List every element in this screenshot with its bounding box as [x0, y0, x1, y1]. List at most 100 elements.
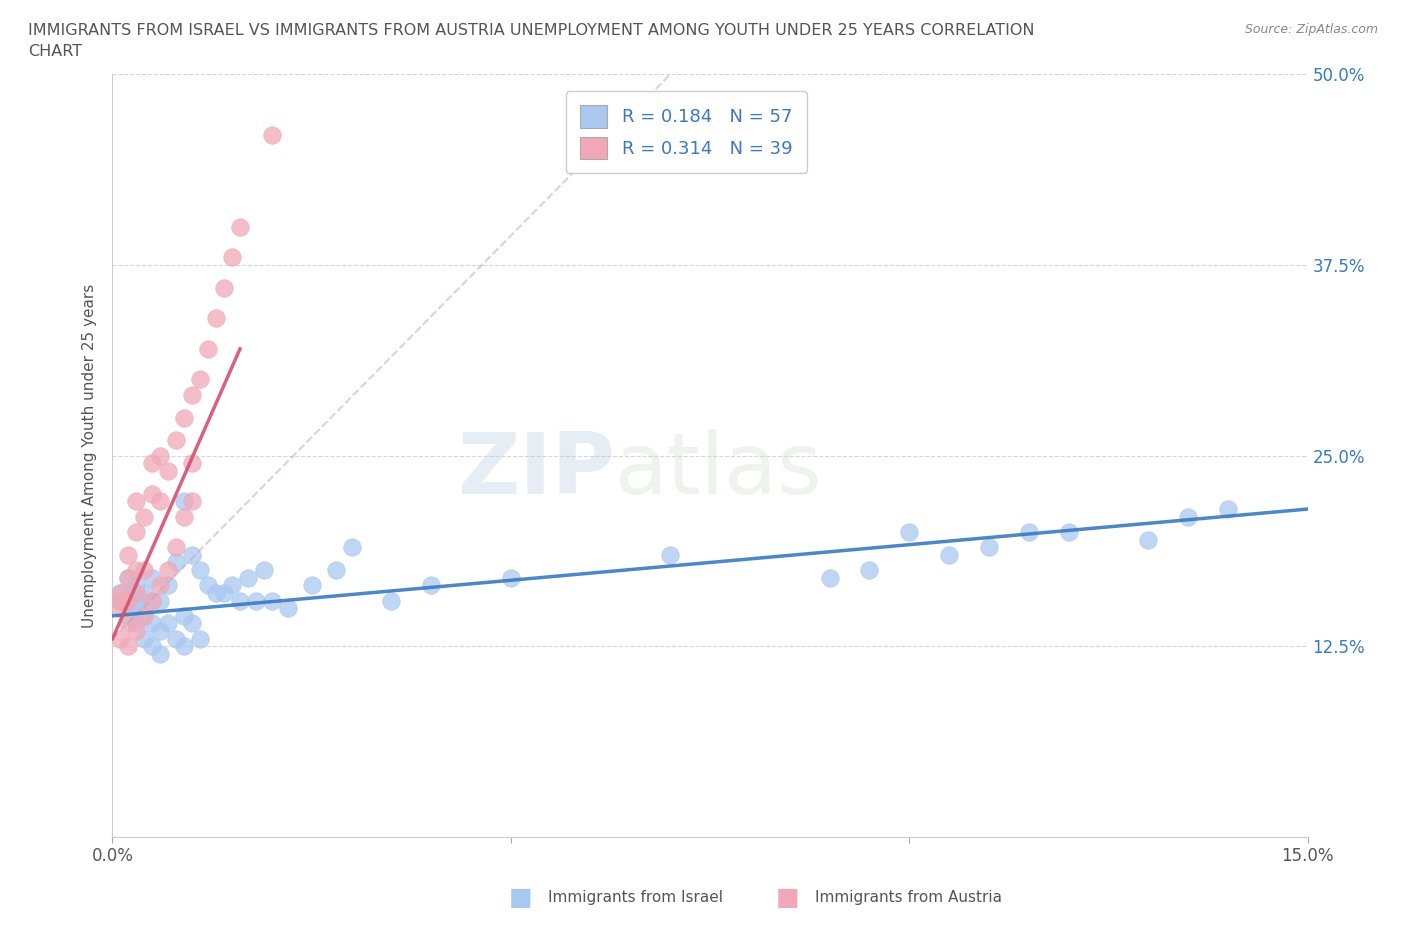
- Point: [117, 608, 139, 623]
- Text: CHART: CHART: [28, 44, 82, 59]
- Point: [221, 250, 243, 265]
- Point: [125, 586, 148, 601]
- Point: [117, 616, 139, 631]
- Point: [181, 548, 204, 563]
- Point: [1057, 525, 1080, 539]
- Point: [125, 601, 148, 616]
- Point: [260, 593, 283, 608]
- Point: [977, 539, 1000, 554]
- Point: [117, 570, 139, 585]
- Point: [117, 639, 139, 654]
- Point: [181, 456, 204, 471]
- Point: [197, 578, 219, 592]
- Point: [301, 578, 323, 592]
- Text: ZIP: ZIP: [457, 430, 614, 512]
- Point: [499, 570, 522, 585]
- Point: [221, 578, 243, 592]
- Point: [134, 510, 156, 525]
- Point: [205, 311, 228, 325]
- Point: [340, 539, 363, 554]
- Point: [157, 463, 180, 478]
- Point: [134, 608, 156, 623]
- Point: [181, 494, 204, 509]
- Point: [181, 387, 204, 402]
- Point: [818, 570, 841, 585]
- Point: [188, 563, 211, 578]
- Point: [173, 510, 195, 525]
- Point: [110, 631, 132, 646]
- Point: [149, 448, 172, 463]
- Point: [125, 593, 148, 608]
- Point: [181, 616, 204, 631]
- Point: [1216, 501, 1239, 516]
- Text: ■: ■: [509, 885, 531, 910]
- Point: [110, 586, 132, 601]
- Text: Immigrants from Austria: Immigrants from Austria: [815, 890, 1002, 905]
- Point: [229, 219, 252, 234]
- Text: Immigrants from Israel: Immigrants from Israel: [548, 890, 723, 905]
- Point: [117, 586, 139, 601]
- Point: [149, 593, 172, 608]
- Point: [125, 563, 148, 578]
- Point: [149, 646, 172, 661]
- Point: [125, 616, 148, 631]
- Text: ■: ■: [776, 885, 799, 910]
- Point: [134, 586, 156, 601]
- Point: [141, 570, 163, 585]
- Point: [134, 631, 156, 646]
- Point: [1177, 510, 1199, 525]
- Point: [165, 631, 187, 646]
- Point: [157, 616, 180, 631]
- Point: [253, 563, 276, 578]
- Point: [236, 570, 259, 585]
- Point: [125, 624, 148, 639]
- Point: [141, 593, 163, 608]
- Point: [659, 548, 682, 563]
- Point: [149, 578, 172, 592]
- Point: [212, 586, 235, 601]
- Point: [125, 494, 148, 509]
- Point: [141, 639, 163, 654]
- Point: [1137, 532, 1160, 547]
- Point: [420, 578, 443, 592]
- Point: [141, 616, 163, 631]
- Point: [141, 486, 163, 501]
- Point: [149, 494, 172, 509]
- Point: [173, 494, 195, 509]
- Point: [110, 601, 132, 616]
- Point: [141, 456, 163, 471]
- Point: [173, 410, 195, 425]
- Point: [938, 548, 960, 563]
- Point: [188, 372, 211, 387]
- Y-axis label: Unemployment Among Youth under 25 years: Unemployment Among Youth under 25 years: [82, 284, 97, 628]
- Point: [277, 601, 299, 616]
- Point: [117, 548, 139, 563]
- Text: Source: ZipAtlas.com: Source: ZipAtlas.com: [1244, 23, 1378, 36]
- Point: [858, 563, 880, 578]
- Point: [245, 593, 267, 608]
- Point: [173, 639, 195, 654]
- Point: [188, 631, 211, 646]
- Point: [1018, 525, 1040, 539]
- Point: [141, 593, 163, 608]
- Point: [325, 563, 347, 578]
- Point: [117, 593, 139, 608]
- Point: [149, 624, 172, 639]
- Point: [117, 570, 139, 585]
- Point: [205, 586, 228, 601]
- Point: [229, 593, 252, 608]
- Point: [165, 555, 187, 570]
- Point: [110, 593, 132, 608]
- Point: [125, 578, 148, 592]
- Text: atlas: atlas: [614, 430, 823, 512]
- Point: [134, 563, 156, 578]
- Point: [380, 593, 402, 608]
- Point: [110, 593, 132, 608]
- Point: [157, 578, 180, 592]
- Point: [134, 608, 156, 623]
- Point: [125, 525, 148, 539]
- Point: [212, 281, 235, 296]
- Point: [173, 608, 195, 623]
- Point: [165, 433, 187, 448]
- Point: [165, 539, 187, 554]
